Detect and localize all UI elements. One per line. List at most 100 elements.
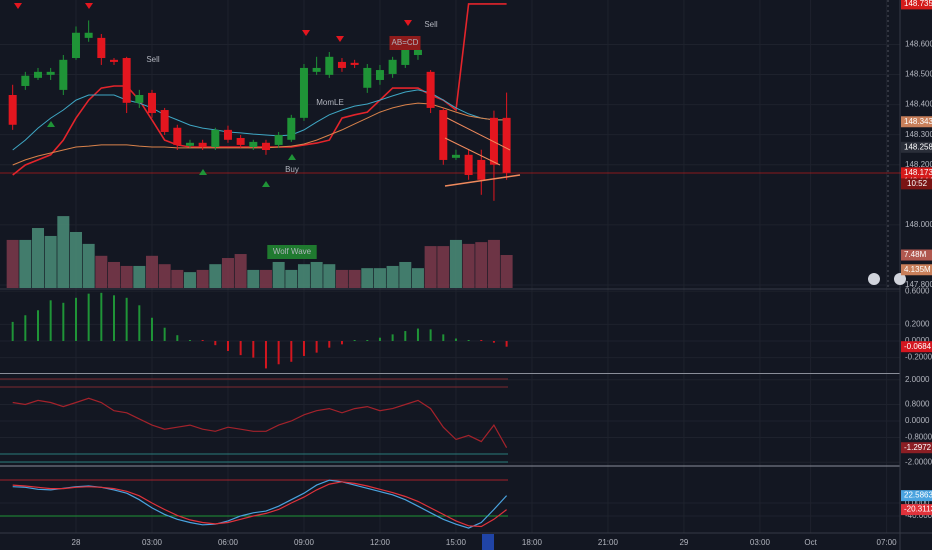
annotation-box: [267, 245, 317, 259]
candle-body: [477, 159, 486, 180]
volume-bar: [145, 255, 158, 288]
candle-body: [33, 71, 42, 78]
price-tag-label: -0.0684: [904, 342, 932, 351]
volume-tag-label: 4.135M: [904, 265, 931, 274]
annotation: Sell: [146, 55, 160, 64]
indicator-line: [12, 481, 507, 528]
candle-body: [464, 154, 473, 175]
volume-bar: [272, 261, 285, 288]
x-tick-label: 18:00: [522, 538, 543, 547]
volume-bar: [107, 261, 120, 288]
volume-bar: [171, 269, 184, 288]
y-tick-label: -0.2000: [905, 353, 932, 362]
price-tag-label: 148.258: [904, 142, 932, 151]
plot-layer: [6, 3, 513, 529]
candle-body: [274, 134, 283, 145]
volume-bar: [234, 254, 247, 288]
y-tick-label: 0.0000: [905, 498, 930, 507]
price-tag-label: 148.173: [904, 168, 932, 177]
volume-bar: [297, 264, 310, 288]
y-tick-label: 148.500: [905, 70, 932, 79]
volume-bar: [158, 264, 171, 288]
y-tick-label: -0.8000: [905, 433, 932, 442]
y-tick-label: 0.8000: [905, 400, 930, 409]
volume-bar: [221, 258, 234, 288]
candle-body: [375, 70, 384, 80]
candle-body: [426, 71, 435, 108]
candle-body: [363, 67, 372, 88]
indicator-line: [12, 89, 507, 151]
volume-bar: [19, 239, 32, 288]
volume-tag: [901, 264, 932, 276]
volume-bar: [399, 261, 412, 288]
price-tag: [901, 442, 932, 454]
volume-bar: [386, 265, 399, 288]
scale-button[interactable]: [868, 273, 880, 285]
y-tick-label: 148.000: [905, 220, 932, 229]
price-tag-label: -1.2972: [904, 443, 932, 452]
volume-bar: [500, 255, 513, 288]
volume-bar: [487, 239, 500, 288]
y-tick-label: 148.600: [905, 40, 932, 49]
price-tag: [901, 504, 932, 516]
y-tick-label: 148.400: [905, 100, 932, 109]
candle-body: [287, 117, 296, 140]
volume-bar: [361, 268, 374, 288]
candle-body: [249, 141, 258, 148]
volume-bar: [6, 239, 19, 288]
candle-body: [299, 67, 308, 118]
x-tick-label: 21:00: [598, 538, 619, 547]
candle-body: [46, 71, 55, 75]
volume-bar: [95, 255, 108, 288]
wolf-wave-line: [444, 137, 501, 166]
volume-bar: [462, 243, 475, 288]
y-tick-label: 0.0000: [905, 336, 930, 345]
price-tag: [901, 141, 932, 153]
candle-body: [312, 67, 321, 72]
candle-body: [135, 94, 144, 103]
volume-bar: [323, 264, 336, 288]
candle-body: [173, 127, 182, 145]
candle-body: [147, 92, 156, 114]
countdown-bg: [901, 178, 932, 190]
y-tick-label: 0.0000: [905, 416, 930, 425]
volume-tag-label: 7.48M: [904, 250, 927, 259]
price-tag: [901, 167, 932, 179]
candle-body: [8, 94, 17, 125]
volume-bar: [437, 246, 450, 288]
volume-bar: [82, 243, 95, 288]
x-tick-label: 29: [679, 538, 688, 547]
volume-bar: [475, 242, 488, 288]
x-tick-label: 07:00: [877, 538, 898, 547]
volume-bar: [133, 265, 146, 288]
x-tick-label: 28: [72, 538, 81, 547]
volume-bar: [310, 261, 323, 288]
candle-body: [502, 117, 511, 173]
annotation: Wolf Wave: [273, 247, 312, 256]
y-tick-label: 0.6000: [905, 286, 930, 295]
volume-bar: [69, 231, 82, 288]
x-tick-label: 06:00: [218, 538, 239, 547]
candle-body: [122, 58, 131, 103]
countdown: 10:52: [907, 179, 928, 188]
candle-body: [261, 142, 270, 151]
volume-bar: [196, 269, 209, 288]
annotation: Buy: [285, 165, 299, 174]
volume-bar: [424, 246, 437, 288]
indicator-line: [12, 102, 507, 166]
x-tick-label: 15:00: [446, 538, 467, 547]
volume-bar: [335, 269, 348, 288]
volume-bar: [44, 235, 57, 288]
price-tag-label: -20.3113: [904, 505, 932, 514]
candle-body: [337, 61, 346, 68]
candle-body: [451, 154, 460, 158]
price-tag: [901, 341, 932, 353]
volume-bar: [411, 268, 424, 288]
candle-body: [71, 32, 80, 59]
annotation: Sell: [424, 20, 438, 29]
y-tick-label: 2.0000: [905, 375, 930, 384]
scale-button[interactable]: [894, 273, 906, 285]
wolf-wave-line: [446, 117, 511, 151]
volume-tag: [901, 249, 932, 261]
